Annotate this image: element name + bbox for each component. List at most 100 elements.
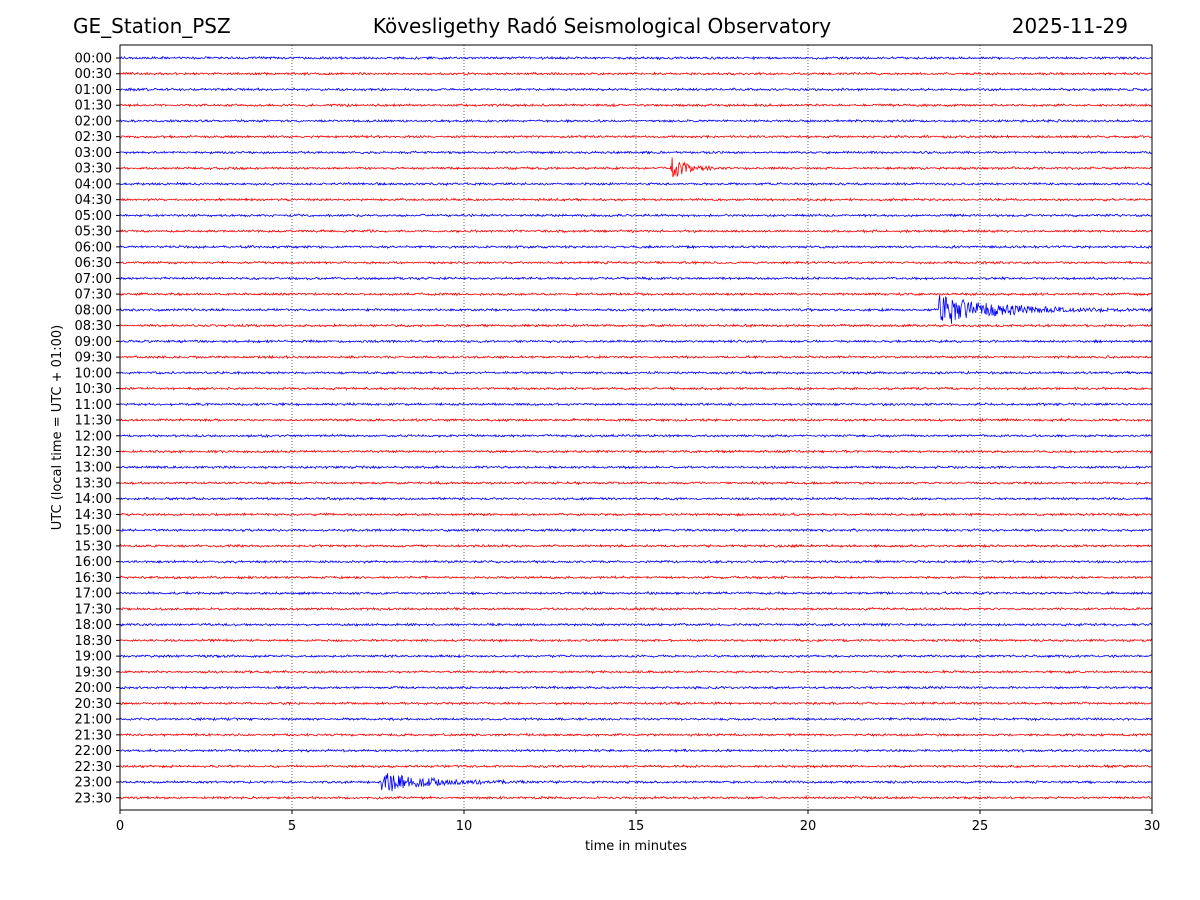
y-tick-label: 17:00	[75, 587, 112, 602]
trace-1100	[119, 401, 1153, 407]
y-tick-label: 10:30	[75, 382, 112, 397]
trace-0800	[119, 295, 1153, 324]
y-tick-label: 03:00	[75, 146, 112, 161]
x-tick-label: 10	[456, 819, 473, 834]
y-tick-label: 21:30	[75, 728, 112, 743]
trace-2200	[119, 747, 1153, 753]
y-tick-label: 06:30	[75, 256, 112, 271]
y-tick-label: 23:00	[75, 776, 112, 791]
trace-0700	[119, 276, 1153, 281]
y-tick-label: 09:00	[75, 335, 112, 350]
y-tick-label: 20:00	[75, 681, 112, 696]
trace-2330	[119, 795, 1153, 801]
y-tick-label: 06:00	[75, 240, 112, 255]
y-tick-label: 17:30	[75, 602, 112, 617]
trace-1700	[119, 590, 1153, 596]
trace-1830	[119, 638, 1153, 643]
y-tick-label: 01:30	[75, 99, 112, 114]
trace-0330	[119, 157, 1153, 178]
chart-date: 2025-11-29	[1011, 14, 1128, 38]
chart-title: Kövesligethy Radó Seismological Observat…	[372, 14, 832, 38]
trace-0730	[119, 291, 1153, 297]
trace-1130	[119, 417, 1153, 423]
y-tick-label: 04:00	[75, 177, 112, 192]
trace-1630	[119, 575, 1153, 580]
y-tick-label: 16:00	[75, 555, 112, 570]
y-tick-label: 22:30	[75, 760, 112, 775]
y-tick-label: 15:30	[75, 539, 112, 554]
x-tick-label: 15	[628, 819, 645, 834]
x-tick-label: 5	[288, 819, 296, 834]
y-tick-label: 18:00	[75, 618, 112, 633]
trace-2130	[119, 732, 1153, 738]
trace-0630	[119, 260, 1153, 266]
y-tick-label: 12:00	[75, 429, 112, 444]
trace-1800	[119, 622, 1153, 627]
y-tick-label: 23:30	[75, 791, 112, 806]
y-tick-label: 09:30	[75, 351, 112, 366]
y-tick-label: 19:00	[75, 650, 112, 665]
trace-0600	[119, 244, 1153, 250]
trace-2100	[119, 716, 1153, 722]
trace-0930	[119, 354, 1153, 360]
trace-0230	[119, 134, 1153, 140]
y-tick-label: 21:00	[75, 713, 112, 728]
x-tick-label: 25	[972, 819, 989, 834]
y-tick-label: 15:00	[75, 524, 112, 539]
y-tick-label: 02:00	[75, 114, 112, 129]
y-tick-label: 14:30	[75, 508, 112, 523]
y-tick-label: 00:30	[75, 67, 112, 82]
x-tick-label: 30	[1144, 819, 1161, 834]
y-tick-label: 19:30	[75, 665, 112, 680]
trace-1930	[119, 669, 1153, 675]
trace-2030	[119, 700, 1153, 706]
y-tick-label: 05:00	[75, 209, 112, 224]
y-tick-label: 10:00	[75, 366, 112, 381]
y-axis-label: UTC (local time = UTC + 01:00)	[50, 325, 65, 530]
station-name: GE_Station_PSZ	[73, 14, 231, 38]
trace-1400	[119, 496, 1153, 502]
trace-0100	[119, 87, 1153, 92]
trace-1730	[119, 606, 1153, 612]
trace-2230	[119, 763, 1153, 769]
trace-0500	[119, 213, 1153, 218]
trace-1900	[119, 653, 1153, 659]
y-tick-label: 18:30	[75, 634, 112, 649]
trace-1600	[119, 559, 1153, 565]
trace-1200	[119, 433, 1153, 439]
y-tick-label: 12:30	[75, 445, 112, 460]
trace-0400	[119, 181, 1153, 187]
trace-1430	[119, 512, 1153, 517]
x-tick-label: 20	[800, 819, 817, 834]
y-tick-label: 04:30	[75, 193, 112, 208]
y-tick-label: 22:00	[75, 744, 112, 759]
y-tick-label: 14:00	[75, 492, 112, 507]
trace-1030	[119, 386, 1153, 391]
trace-1300	[119, 464, 1153, 470]
trace-1230	[119, 449, 1153, 455]
trace-0530	[119, 228, 1153, 234]
trace-0300	[119, 150, 1153, 155]
trace-0000	[119, 55, 1153, 61]
y-tick-label: 13:30	[75, 476, 112, 491]
trace-1500	[119, 527, 1153, 533]
trace-0200	[119, 118, 1153, 124]
trace-1000	[119, 370, 1153, 376]
y-tick-label: 11:30	[75, 414, 112, 429]
x-axis-label: time in minutes	[585, 839, 687, 854]
y-tick-label: 08:30	[75, 319, 112, 334]
y-tick-label: 07:00	[75, 272, 112, 287]
y-tick-label: 03:30	[75, 162, 112, 177]
y-tick-label: 01:00	[75, 83, 112, 98]
y-tick-label: 13:00	[75, 461, 112, 476]
trace-0030	[119, 71, 1153, 77]
trace-1330	[119, 480, 1153, 486]
y-tick-label: 16:30	[75, 571, 112, 586]
y-tick-label: 00:00	[75, 52, 112, 67]
y-tick-label: 08:00	[75, 303, 112, 318]
trace-0830	[119, 323, 1153, 329]
trace-0900	[119, 338, 1153, 344]
y-tick-label: 20:30	[75, 697, 112, 712]
trace-1530	[119, 543, 1153, 549]
